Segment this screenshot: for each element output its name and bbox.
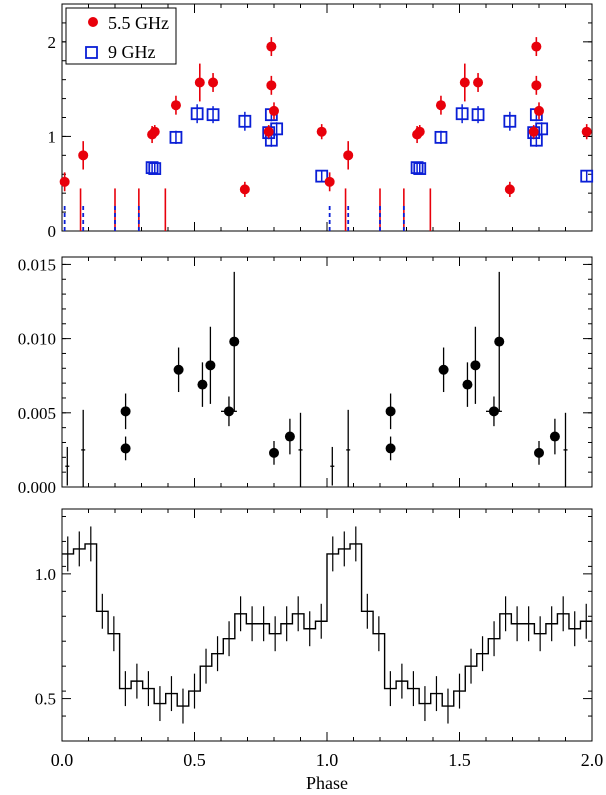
data-point-5-5-ghz [266,80,277,91]
y-tick-label: 0.015 [18,255,56,274]
y-tick-label: 1 [48,127,57,146]
data-point-9-ghz [471,108,485,122]
x-tick-label: 1.5 [448,750,471,770]
x-tick-label: 1.0 [316,750,339,770]
data-point-5-5-ghz [266,41,277,52]
data-point-5-5-ghz [581,126,592,137]
data-point-5-5-ghz [149,126,160,137]
data-point [488,406,499,417]
data-point [120,443,131,454]
data-point [229,336,240,347]
legend-box [65,7,177,65]
data-point-5-5-ghz [316,126,327,137]
data-point-5-5-ghz [528,126,539,137]
data-point [549,431,560,442]
y-tick-label: 0.5 [35,690,56,709]
data-point [385,443,396,454]
y-tick-label: 0.005 [18,404,56,423]
panel-bottom-light-curve: 0.5 1.0 0.0 0.5 1.0 1.5 2.0 Phase [35,508,604,793]
x-axis-label: Phase [306,773,348,793]
x-tick-label: 2.0 [581,750,604,770]
y-tick-label: 1.0 [35,565,56,584]
data-point-5-5-ghz [263,126,274,137]
data-point-5-5-ghz [324,176,335,187]
data-point-9-ghz [169,130,183,144]
panel-middle: 0.000 0.005 0.010 0.015 [18,255,593,497]
data-point-9-ghz [455,107,469,121]
data-point-9-ghz [315,169,329,183]
data-point-5-5-ghz [414,126,425,137]
data-point-9-ghz [503,114,517,128]
y-tick-label: 0 [48,222,57,241]
middle-panel-ticks: 0.000 0.005 0.010 0.015 [18,255,593,497]
y-tick-label: 0.010 [18,330,56,349]
data-point [197,379,208,390]
bottom-panel-frame [61,508,593,742]
data-point-5-5-ghz [269,105,279,116]
x-tick-label: 0.5 [183,750,206,770]
bottom-panel-marks [62,526,592,724]
y-tick-label: 0.000 [18,478,56,497]
data-point-5-5-ghz [170,100,181,111]
data-point-9-ghz [206,108,220,122]
data-point [223,406,234,417]
data-point-5-5-ghz [534,105,544,116]
data-point [494,336,505,347]
data-point [462,379,473,390]
x-tick-label: 0.0 [51,750,74,770]
data-point-5-5-ghz [531,80,542,91]
data-point-5-5-ghz [473,77,484,88]
data-point-9-ghz [434,130,448,144]
middle-panel-marks [65,271,568,487]
data-point-5-5-ghz [343,150,354,161]
panel-top-flux-density: 0 1 2 5.5 GHz 9 GHz [48,3,594,241]
legend-marker-9-ghz [85,46,98,59]
data-point-9-ghz [410,161,424,175]
top-panel-marks [59,37,594,231]
data-point-5-5-ghz [459,77,470,88]
data-point-5-5-ghz [435,100,446,111]
data-point [438,364,449,375]
data-point-5-5-ghz [531,41,542,52]
data-point [385,406,396,417]
bottom-panel-ticks: 0.5 1.0 0.0 0.5 1.0 1.5 2.0 [35,509,604,770]
legend-label-9-ghz: 9 GHz [108,42,156,62]
data-point [284,431,295,442]
light-curve-step [62,543,592,707]
data-point [120,406,131,417]
y-tick-label: 2 [48,33,57,52]
data-point-9-ghz [413,162,427,175]
data-point-5-5-ghz [208,77,219,88]
data-point-9-ghz [148,162,162,175]
data-point [205,360,216,371]
middle-panel-frame [61,256,593,488]
data-point [173,364,184,375]
legend-label-5-5-ghz: 5.5 GHz [108,13,169,33]
data-point-5-5-ghz [78,150,89,161]
legend-marker-5-5-ghz [88,17,98,27]
data-point [470,360,481,371]
data-point-9-ghz [190,107,204,121]
legend: 5.5 GHz 9 GHz [65,7,177,65]
data-point [534,447,544,458]
data-point-5-5-ghz [239,184,250,195]
data-point-5-5-ghz [504,184,515,195]
data-point-5-5-ghz [59,176,70,187]
data-point [269,447,279,458]
data-point-9-ghz [238,114,252,128]
data-point-5-5-ghz [194,77,205,88]
data-point-9-ghz [580,169,594,183]
data-point-9-ghz [145,161,159,175]
